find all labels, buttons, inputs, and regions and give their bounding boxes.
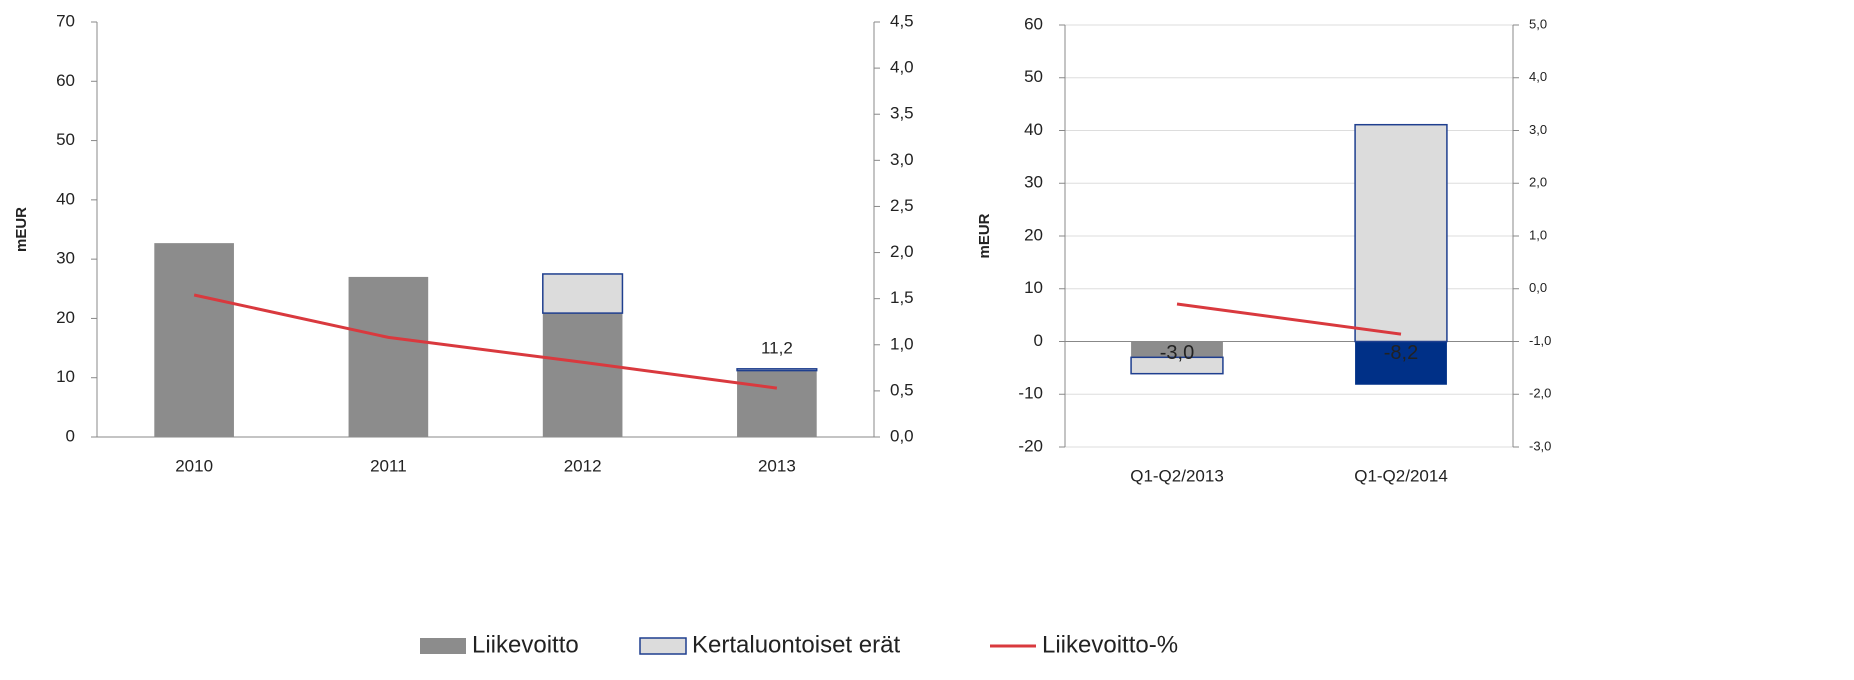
y2-tick-label: 2,0: [1529, 175, 1547, 190]
y-axis-label: mEUR: [13, 207, 30, 252]
y2-tick-label: 0,0: [890, 426, 914, 445]
y2-tick-label: 2,0: [890, 242, 914, 261]
value-label: -8,2: [1384, 342, 1418, 364]
bar: [1355, 341, 1447, 385]
x-tick-label: 2010: [175, 456, 213, 475]
legend-label: Liikevoitto: [472, 631, 579, 658]
y-tick-label: 10: [1024, 278, 1043, 297]
line-series: [193, 293, 778, 390]
y-tick-label: 20: [1024, 225, 1043, 244]
y2-tick-label: 3,0: [1529, 122, 1547, 137]
y2-tick-label: 4,5: [890, 11, 914, 30]
y-tick-label: 40: [56, 189, 75, 208]
x-tick-label: Q1-Q2/2014: [1354, 466, 1448, 485]
x-tick-label: 2011: [370, 456, 407, 475]
y-tick-label: 50: [1024, 67, 1043, 86]
bar: [1130, 356, 1224, 375]
y-tick-label: 60: [56, 71, 75, 90]
bar: [154, 243, 234, 437]
y-tick-label: 70: [56, 11, 75, 30]
y2-tick-label: 3,0: [890, 150, 914, 169]
bar: [1131, 341, 1223, 358]
x-tick-label: 2012: [564, 456, 602, 475]
y2-tick-label: 1,5: [890, 288, 914, 307]
x-tick-label: 2013: [758, 456, 796, 475]
legend-label: Kertaluontoiset erät: [692, 631, 900, 658]
y-tick-label: 40: [1024, 120, 1043, 139]
y2-tick-label: 1,0: [1529, 227, 1547, 242]
y2-tick-label: 3,5: [890, 104, 914, 123]
y2-tick-label: -1,0: [1529, 333, 1551, 348]
bar: [736, 368, 818, 372]
value-label: 11,2: [761, 338, 793, 357]
y-tick-label: 50: [56, 130, 75, 149]
y2-tick-label: 1,0: [890, 334, 914, 353]
legend-swatch: [420, 638, 466, 654]
y2-tick-label: -2,0: [1529, 386, 1551, 401]
value-label: -3,0: [1160, 342, 1194, 364]
bar: [348, 276, 429, 437]
y-tick-label: 30: [1024, 173, 1043, 192]
y-tick-label: 0: [66, 426, 75, 445]
y2-tick-label: -3,0: [1529, 438, 1551, 453]
y2-tick-label: 2,5: [890, 196, 914, 215]
y-tick-label: 30: [56, 249, 75, 268]
y2-tick-label: 4,0: [1529, 69, 1547, 84]
bar: [1354, 123, 1448, 343]
line-series: [1176, 302, 1402, 336]
y-tick-label: -10: [1018, 384, 1043, 403]
y2-tick-label: 0,5: [890, 380, 914, 399]
y-tick-label: 20: [56, 308, 75, 327]
y-tick-label: 60: [1024, 14, 1043, 33]
y2-tick-label: 4,0: [890, 58, 914, 77]
y-axis-label: mEUR: [976, 213, 993, 258]
bar: [542, 273, 624, 314]
bar: [542, 313, 623, 437]
x-tick-label: Q1-Q2/2013: [1130, 466, 1224, 485]
y2-tick-label: 0,0: [1529, 280, 1547, 295]
legend-label: Liikevoitto-%: [1042, 631, 1178, 658]
bar: [737, 370, 817, 437]
y-tick-label: 0: [1034, 331, 1043, 350]
legend-swatch: [639, 637, 687, 655]
y2-tick-label: 5,0: [1529, 16, 1547, 31]
y-tick-label: -20: [1018, 436, 1043, 455]
y-tick-label: 10: [56, 367, 75, 386]
